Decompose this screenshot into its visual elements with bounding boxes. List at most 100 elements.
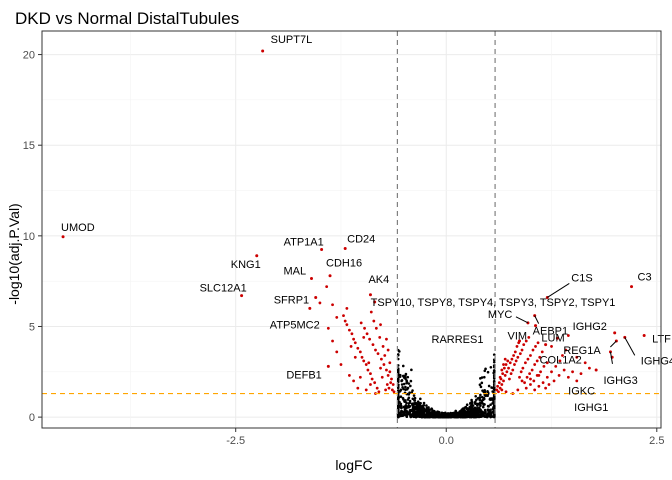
point-labeled <box>255 254 259 258</box>
point-significant <box>508 377 511 381</box>
point-not-significant <box>483 403 486 406</box>
point-significant <box>579 372 583 376</box>
point-not-significant <box>445 412 449 416</box>
point-not-significant <box>413 415 416 418</box>
point-not-significant <box>479 411 483 414</box>
point-not-significant <box>477 402 481 406</box>
label-leader-line <box>610 340 617 348</box>
gene-label: VIM <box>508 331 528 343</box>
point-significant <box>529 383 532 386</box>
point-not-significant <box>401 364 405 368</box>
point-not-significant <box>479 401 483 405</box>
point-not-significant <box>479 404 482 407</box>
point-not-significant <box>489 415 492 419</box>
x-axis-title: logFC <box>335 457 372 473</box>
point-significant <box>377 390 381 394</box>
point-significant <box>345 306 349 310</box>
label-leader-line <box>609 351 613 364</box>
gene-label: AK4 <box>368 274 389 286</box>
point-significant <box>364 388 368 392</box>
point-not-significant <box>474 394 477 398</box>
point-not-significant <box>484 367 487 371</box>
point-significant <box>512 354 516 357</box>
point-not-significant <box>407 404 411 408</box>
point-significant <box>525 375 529 379</box>
point-significant <box>370 377 374 381</box>
point-not-significant <box>474 408 477 412</box>
point-significant <box>368 337 372 341</box>
point-significant <box>530 368 534 372</box>
point-not-significant <box>400 406 403 410</box>
point-significant <box>356 346 360 350</box>
point-not-significant <box>404 377 407 381</box>
gridlines <box>42 31 661 428</box>
gene-label: IGHG2 <box>573 321 607 333</box>
point-significant <box>381 345 385 348</box>
point-not-significant <box>479 385 483 389</box>
gene-label: C1S <box>571 272 592 284</box>
point-significant <box>358 375 362 379</box>
point-significant <box>562 368 566 372</box>
point-not-significant <box>402 382 406 386</box>
y-tick-label: 5 <box>29 321 35 333</box>
point-not-significant <box>405 409 408 413</box>
point-significant <box>502 363 505 366</box>
point-significant <box>352 337 356 341</box>
point-not-significant <box>412 401 416 405</box>
point-significant <box>528 372 532 376</box>
point-not-significant <box>492 397 496 400</box>
gene-label: RARRES1 <box>432 334 484 346</box>
point-labeled <box>630 285 634 289</box>
point-not-significant <box>492 360 496 364</box>
point-significant <box>504 363 508 366</box>
point-significant <box>557 374 561 377</box>
point-not-significant <box>487 384 491 388</box>
point-labeled <box>373 300 377 304</box>
point-significant <box>531 348 535 352</box>
gene-label: COL1A2 <box>540 355 582 367</box>
point-significant <box>497 381 501 385</box>
point-significant <box>588 366 591 370</box>
point-significant <box>331 339 334 343</box>
point-not-significant <box>422 401 426 405</box>
point-significant <box>554 364 558 368</box>
point-significant <box>335 350 339 354</box>
point-significant <box>541 381 545 385</box>
point-significant <box>540 350 544 354</box>
point-not-significant <box>478 383 482 386</box>
point-labeled <box>314 295 318 299</box>
point-not-significant <box>460 411 464 415</box>
point-not-significant <box>412 394 416 397</box>
point-not-significant <box>465 407 469 411</box>
point-not-significant <box>407 382 411 385</box>
point-not-significant <box>427 409 430 412</box>
point-not-significant <box>396 414 400 418</box>
point-significant <box>504 390 508 394</box>
point-significant <box>502 379 505 383</box>
point-significant <box>524 361 527 365</box>
point-significant <box>575 379 579 383</box>
point-not-significant <box>472 407 475 410</box>
point-significant <box>390 388 394 392</box>
point-significant <box>561 354 564 357</box>
gene-label: TSPY10, TSPY8, TSPY4, TSPY3, TSPY2, TSPY… <box>371 297 616 309</box>
point-labeled <box>326 364 330 368</box>
point-not-significant <box>481 405 485 409</box>
point-significant <box>369 372 372 376</box>
point-significant <box>498 375 502 379</box>
point-labeled <box>308 306 312 310</box>
point-significant <box>502 366 506 370</box>
point-not-significant <box>411 397 415 401</box>
point-significant <box>558 359 562 363</box>
point-significant <box>335 316 339 319</box>
point-significant <box>385 337 388 341</box>
point-significant <box>532 379 536 383</box>
threshold-lines <box>42 31 661 428</box>
point-not-significant <box>416 405 420 409</box>
point-significant <box>379 323 382 327</box>
gene-label: SUPT7L <box>271 34 313 46</box>
point-not-significant <box>486 408 490 411</box>
point-not-significant <box>489 403 492 407</box>
point-significant <box>365 332 369 336</box>
point-significant <box>575 355 579 359</box>
